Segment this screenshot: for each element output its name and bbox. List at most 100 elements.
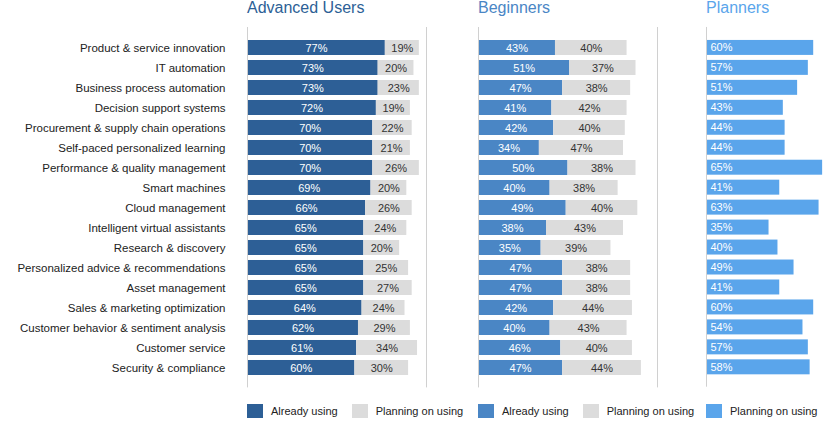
svg-text:65%: 65% (710, 161, 732, 173)
svg-text:40%: 40% (591, 202, 613, 214)
svg-text:34%: 34% (498, 142, 520, 154)
svg-text:27%: 27% (377, 282, 399, 294)
svg-text:37%: 37% (592, 62, 614, 74)
svg-text:43%: 43% (710, 101, 732, 113)
svg-text:22%: 22% (381, 122, 403, 134)
svg-text:41%: 41% (504, 102, 526, 114)
svg-text:70%: 70% (299, 142, 321, 154)
svg-text:40%: 40% (503, 182, 525, 194)
svg-text:42%: 42% (505, 302, 527, 314)
svg-text:47%: 47% (510, 82, 532, 94)
svg-text:Product & service innovation: Product & service innovation (80, 42, 226, 54)
svg-text:20%: 20% (371, 242, 393, 254)
svg-text:51%: 51% (513, 62, 535, 74)
svg-text:40%: 40% (578, 122, 600, 134)
svg-text:IT automation: IT automation (155, 62, 225, 74)
svg-text:57%: 57% (710, 61, 732, 73)
svg-text:70%: 70% (299, 162, 321, 174)
svg-text:Personalized advice & recommen: Personalized advice & recommendations (17, 262, 225, 274)
svg-text:Cloud management: Cloud management (125, 202, 226, 214)
svg-text:49%: 49% (511, 202, 533, 214)
svg-text:25%: 25% (375, 262, 397, 274)
svg-text:47%: 47% (510, 282, 532, 294)
svg-text:40%: 40% (586, 342, 608, 354)
svg-text:42%: 42% (505, 122, 527, 134)
svg-text:65%: 65% (295, 222, 317, 234)
svg-text:72%: 72% (301, 102, 323, 114)
svg-text:42%: 42% (578, 102, 600, 114)
svg-text:69%: 69% (298, 182, 320, 194)
svg-text:38%: 38% (586, 82, 608, 94)
svg-text:Intelligent virtual assistants: Intelligent virtual assistants (88, 222, 225, 234)
svg-text:66%: 66% (296, 202, 318, 214)
svg-text:23%: 23% (388, 82, 410, 94)
svg-text:65%: 65% (295, 262, 317, 274)
svg-text:65%: 65% (295, 242, 317, 254)
svg-text:38%: 38% (591, 162, 613, 174)
svg-text:40%: 40% (503, 322, 525, 334)
svg-text:73%: 73% (302, 62, 324, 74)
svg-text:20%: 20% (378, 182, 400, 194)
svg-text:64%: 64% (294, 302, 316, 314)
svg-text:38%: 38% (586, 262, 608, 274)
svg-text:26%: 26% (378, 202, 400, 214)
svg-text:38%: 38% (573, 182, 595, 194)
svg-text:57%: 57% (710, 341, 732, 353)
svg-text:44%: 44% (710, 141, 732, 153)
svg-text:Research & discovery: Research & discovery (114, 242, 226, 254)
svg-text:39%: 39% (565, 242, 587, 254)
svg-text:46%: 46% (509, 342, 531, 354)
svg-text:40%: 40% (710, 241, 732, 253)
svg-text:35%: 35% (710, 221, 732, 233)
svg-text:Customer behavior & sentiment: Customer behavior & sentiment analysis (20, 322, 226, 334)
svg-text:60%: 60% (710, 41, 732, 53)
svg-text:Asset management: Asset management (127, 282, 227, 294)
svg-text:Procurement & supply chain ope: Procurement & supply chain operations (25, 122, 226, 134)
svg-text:62%: 62% (292, 322, 314, 334)
svg-text:Customer service: Customer service (136, 342, 225, 354)
svg-text:60%: 60% (290, 362, 312, 374)
svg-text:43%: 43% (578, 322, 600, 334)
svg-text:21%: 21% (381, 142, 403, 154)
svg-text:34%: 34% (376, 342, 398, 354)
svg-text:58%: 58% (710, 361, 732, 373)
svg-text:61%: 61% (291, 342, 313, 354)
svg-text:50%: 50% (512, 162, 534, 174)
svg-text:Business process automation: Business process automation (75, 82, 225, 94)
svg-text:35%: 35% (499, 242, 521, 254)
svg-text:19%: 19% (391, 42, 413, 54)
svg-text:65%: 65% (295, 282, 317, 294)
svg-text:41%: 41% (710, 181, 732, 193)
svg-text:20%: 20% (385, 62, 407, 74)
svg-text:44%: 44% (582, 302, 604, 314)
svg-text:54%: 54% (710, 321, 732, 333)
svg-text:41%: 41% (710, 281, 732, 293)
svg-text:70%: 70% (299, 122, 321, 134)
svg-text:43%: 43% (506, 42, 528, 54)
svg-text:29%: 29% (373, 322, 395, 334)
svg-text:44%: 44% (591, 362, 613, 374)
svg-text:43%: 43% (574, 222, 596, 234)
svg-text:40%: 40% (580, 42, 602, 54)
svg-text:63%: 63% (710, 201, 732, 213)
svg-text:51%: 51% (710, 81, 732, 93)
svg-text:19%: 19% (382, 102, 404, 114)
svg-text:73%: 73% (302, 82, 324, 94)
svg-text:47%: 47% (510, 362, 532, 374)
svg-text:Sales & marketing optimization: Sales & marketing optimization (68, 302, 226, 314)
svg-text:Smart machines: Smart machines (143, 182, 226, 194)
svg-text:38%: 38% (502, 222, 524, 234)
svg-text:49%: 49% (710, 261, 732, 273)
svg-text:30%: 30% (371, 362, 393, 374)
svg-text:47%: 47% (570, 142, 592, 154)
svg-text:24%: 24% (373, 302, 395, 314)
svg-text:Security & compliance: Security & compliance (112, 362, 226, 374)
svg-text:77%: 77% (305, 42, 327, 54)
svg-text:26%: 26% (385, 162, 407, 174)
svg-text:24%: 24% (374, 222, 396, 234)
svg-text:Self-paced personalized learni: Self-paced personalized learning (58, 142, 225, 154)
svg-text:Decision support systems: Decision support systems (95, 102, 226, 114)
svg-text:38%: 38% (586, 282, 608, 294)
svg-text:47%: 47% (510, 262, 532, 274)
svg-text:60%: 60% (710, 301, 732, 313)
